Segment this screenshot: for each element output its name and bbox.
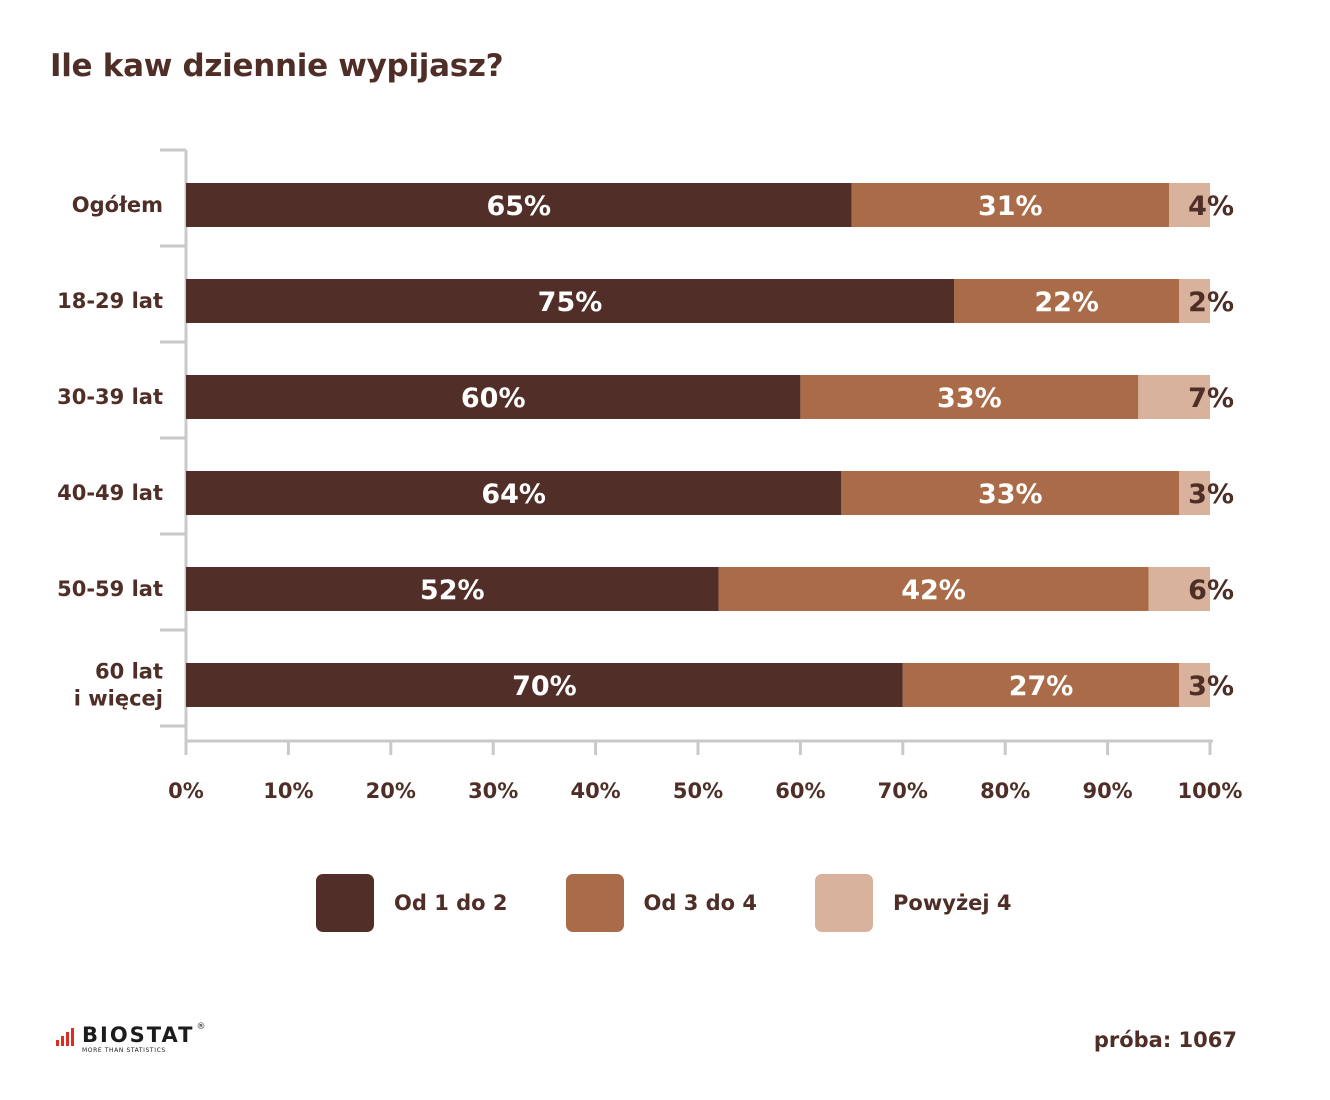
bar-od-3-do-4-5 (902, 663, 1180, 707)
category-label-30-39-lat: 30-39 lat (57, 385, 163, 409)
x-tick-label: 70% (878, 779, 928, 803)
category-label-18-29-lat: 18-29 lat (57, 289, 163, 313)
legend-swatch-od-1-do-2 (316, 874, 374, 932)
data-label-od-1-do-2-2: 60% (461, 383, 526, 414)
data-label-od-1-do-2-1: 75% (538, 287, 603, 318)
legend-swatch-powyzej-4 (815, 874, 874, 932)
bar-od-1-do-2-4 (186, 567, 719, 611)
category-label-50-59-lat: 50-59 lat (57, 577, 163, 601)
logo-name: BIOSTAT (82, 1023, 195, 1047)
data-label-od-1-do-2-5: 70% (512, 671, 577, 702)
data-label-od-3-do-4-3: 33% (978, 479, 1043, 510)
data-label-powyzej-4-2: 7% (1188, 383, 1234, 414)
data-label-od-3-do-4-1: 22% (1034, 287, 1099, 318)
legend-label-powyzej-4: Powyżej 4 (893, 891, 1012, 915)
category-label-60-lat: 60 lat (95, 660, 163, 684)
bar-od-1-do-2-2 (186, 375, 801, 419)
bar-od-1-do-2-1 (186, 279, 954, 323)
data-label-powyzej-4-1: 2% (1188, 287, 1234, 318)
chart-title: Ile kaw dziennie wypijasz? (50, 48, 504, 84)
x-tick-label: 80% (980, 779, 1030, 803)
data-label-od-3-do-4-4: 42% (901, 575, 966, 606)
logo-bars-icon (56, 1028, 76, 1046)
bar-powyzej-4-5 (1179, 663, 1210, 707)
x-tick-label: 100% (1178, 779, 1243, 803)
legend-item-powyzej-4: Powyżej 4 (815, 874, 1012, 932)
legend-label-od-3-do-4: Od 3 do 4 (643, 891, 758, 915)
data-label-od-3-do-4-5: 27% (1009, 671, 1074, 702)
bar-od-1-do-2-3 (186, 471, 842, 515)
legend-item-od-3-do-4: Od 3 do 4 (565, 874, 758, 932)
data-label-powyzej-4-4: 6% (1188, 575, 1234, 606)
biostat-logo: BIOSTAT MORE THAN STATISTICS ® (56, 1022, 206, 1054)
category-label-i-wiecej: i więcej (74, 687, 163, 711)
bar-od-3-do-4-3 (841, 471, 1180, 515)
logo-tagline: MORE THAN STATISTICS (82, 1047, 166, 1054)
x-tick-label: 50% (673, 779, 723, 803)
category-label-40-49-lat: 40-49 lat (57, 481, 163, 505)
registered-mark: ® (196, 1022, 206, 1032)
bar-od-3-do-4-4 (718, 567, 1149, 611)
sample-size: próba: 1067 (1093, 1028, 1237, 1052)
x-tick-label: 10% (263, 779, 313, 803)
stacked-bar-chart: 0% 10% 20% 30% 40% 50% 60% 70% 80% 90% 100% Ogółem 6… (57, 148, 1243, 803)
bar-powyzej-4-4 (1148, 567, 1210, 611)
x-tick-label: 40% (570, 779, 620, 803)
category-label-ogolem: Ogółem (72, 193, 163, 217)
legend-item-od-1-do-2: Od 1 do 2 (316, 874, 508, 932)
legend-swatch-od-3-do-4 (565, 874, 624, 932)
data-label-powyzej-4-5: 3% (1188, 671, 1234, 702)
x-tick-label: 30% (468, 779, 518, 803)
bar-powyzej-4-3 (1179, 471, 1210, 515)
bar-od-3-do-4-1 (954, 279, 1180, 323)
bar-od-1-do-2-0 (186, 183, 852, 227)
data-label-powyzej-4-0: 4% (1188, 191, 1234, 222)
data-label-powyzej-4-3: 3% (1188, 479, 1234, 510)
bar-od-3-do-4-0 (851, 183, 1170, 227)
x-tick-label: 90% (1082, 779, 1132, 803)
bar-powyzej-4-2 (1138, 375, 1210, 419)
data-label-od-1-do-2-4: 52% (420, 575, 485, 606)
x-tick-label: 20% (366, 779, 416, 803)
data-label-od-1-do-2-0: 65% (486, 191, 551, 222)
bar-od-3-do-4-2 (800, 375, 1139, 419)
x-tick-label: 60% (775, 779, 825, 803)
legend-label-od-1-do-2: Od 1 do 2 (394, 891, 508, 915)
bar-powyzej-4-0 (1169, 183, 1210, 227)
chart-legend: Od 1 do 2 Od 3 do 4 Powyżej 4 (316, 874, 1070, 932)
bar-powyzej-4-1 (1179, 279, 1210, 323)
data-label-od-1-do-2-3: 64% (481, 479, 546, 510)
x-tick-label: 0% (168, 779, 204, 803)
data-label-od-3-do-4-0: 31% (978, 191, 1043, 222)
bar-od-1-do-2-5 (186, 663, 903, 707)
data-label-od-3-do-4-2: 33% (937, 383, 1002, 414)
